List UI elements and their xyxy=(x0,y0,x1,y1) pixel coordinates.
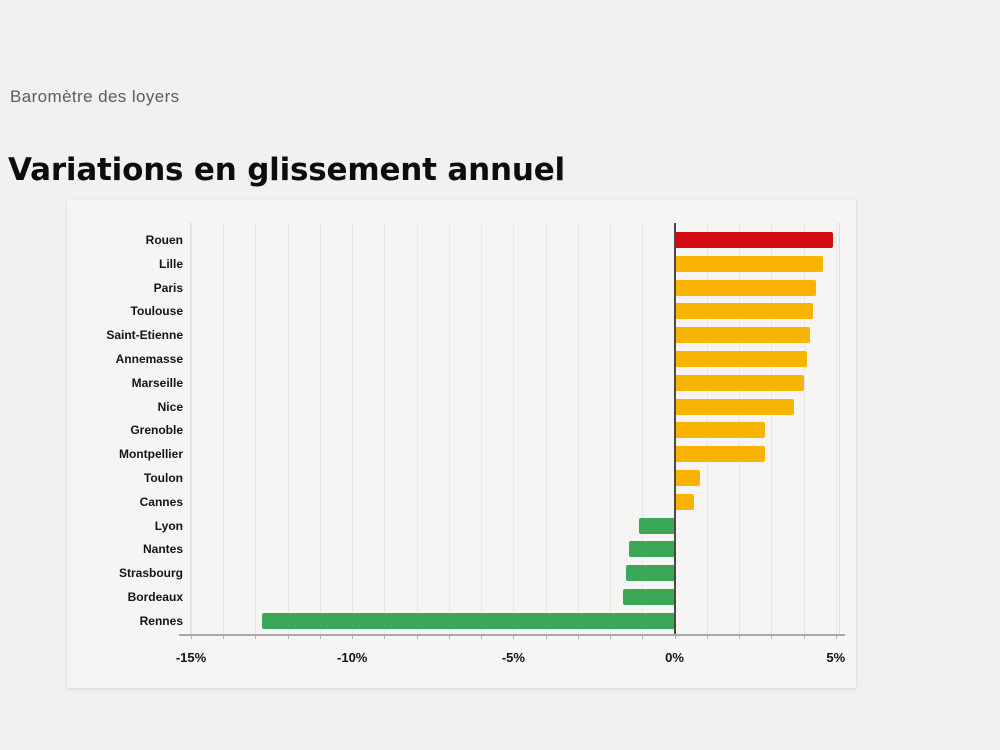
category-label-paris: Paris xyxy=(153,280,183,295)
category-label-saint-etienne: Saint-Etienne xyxy=(106,328,183,343)
x-tick-label: 0% xyxy=(665,650,684,665)
gridline xyxy=(513,223,515,634)
chart-bar-cannes xyxy=(674,493,694,510)
gridline xyxy=(287,223,289,634)
category-label-strasbourg: Strasbourg xyxy=(118,566,183,581)
chart-bar-paris xyxy=(674,279,817,296)
category-label-montpellier: Montpellier xyxy=(118,447,183,462)
gridline xyxy=(223,223,225,634)
gridline xyxy=(610,223,612,634)
gridline xyxy=(835,223,837,634)
x-tick-label: -5% xyxy=(501,650,525,665)
chart-bar-saint-etienne xyxy=(674,327,810,344)
gridline xyxy=(642,223,644,634)
category-label-marseille: Marseille xyxy=(131,375,183,390)
gridline xyxy=(448,223,450,634)
x-tick-mark xyxy=(513,634,515,639)
chart-bar-montpellier xyxy=(674,446,765,463)
chart-bar-nice xyxy=(674,398,794,415)
x-tick-mark xyxy=(739,634,741,639)
gridline xyxy=(191,223,192,634)
chart-bar-bordeaux xyxy=(623,589,675,605)
chart-bar-toulon xyxy=(674,470,701,486)
x-tick-mark xyxy=(352,634,354,639)
chart-bar-strasbourg xyxy=(626,565,675,582)
category-label-annemasse: Annemasse xyxy=(115,352,183,366)
x-tick-mark xyxy=(610,634,612,639)
x-tick-mark xyxy=(577,634,579,639)
x-tick-mark xyxy=(448,634,450,639)
gridline xyxy=(481,223,483,634)
category-label-nice: Nice xyxy=(157,399,183,414)
x-tick-mark xyxy=(287,634,289,639)
gridline xyxy=(771,223,773,634)
chart-bar-rouen xyxy=(674,232,833,248)
chart-bar-nantes xyxy=(629,541,675,558)
chart-kicker: Baromètre des loyers xyxy=(10,87,180,106)
gridline xyxy=(803,223,805,634)
x-axis-line xyxy=(179,634,845,636)
gridline xyxy=(255,223,257,634)
chart-bar-lyon xyxy=(639,517,675,534)
chart-bar-annemasse xyxy=(674,351,807,367)
category-label-toulouse: Toulouse xyxy=(130,304,183,319)
x-tick-mark xyxy=(771,634,773,639)
gridline xyxy=(577,223,579,634)
chart-bar-grenoble xyxy=(674,422,765,439)
category-label-lille: Lille xyxy=(158,256,183,271)
category-label-bordeaux: Bordeaux xyxy=(127,590,183,604)
category-label-lyon: Lyon xyxy=(154,518,183,533)
gridline xyxy=(545,223,547,634)
gridline xyxy=(416,223,418,634)
chart-bar-marseille xyxy=(674,374,804,391)
x-tick-mark xyxy=(191,634,192,639)
category-label-grenoble: Grenoble xyxy=(130,423,183,438)
x-tick-mark xyxy=(416,634,418,639)
x-tick-mark xyxy=(223,634,225,639)
x-tick-mark xyxy=(642,634,644,639)
x-tick-mark xyxy=(255,634,257,639)
x-tick-mark xyxy=(803,634,805,639)
x-tick-mark xyxy=(674,634,676,639)
chart-bar-rennes xyxy=(261,612,675,629)
x-tick-label: 5% xyxy=(826,650,846,665)
x-tick-mark xyxy=(481,634,483,639)
category-labels: Rouen Lille Paris Toulouse Saint-Etienne Anne… xyxy=(67,223,190,634)
x-tick-label: -10% xyxy=(337,650,368,665)
x-tick-label: -15% xyxy=(175,650,207,665)
gridline xyxy=(384,223,386,634)
gridline xyxy=(352,223,354,634)
category-label-rouen: Rouen xyxy=(145,233,183,247)
plot-area: -15% -10% -5% 0% 5% xyxy=(176,223,845,665)
x-tick-mark xyxy=(545,634,547,639)
category-label-cannes: Cannes xyxy=(139,494,183,509)
x-tick-mark xyxy=(706,634,708,639)
x-tick-mark xyxy=(835,634,837,639)
chart-bar-lille xyxy=(674,255,823,272)
category-label-rennes: Rennes xyxy=(139,613,183,628)
page-title: Variations en glissement annuel xyxy=(8,151,565,188)
category-label-nantes: Nantes xyxy=(142,542,183,557)
zero-line xyxy=(673,223,676,636)
x-tick-mark xyxy=(384,634,386,639)
chart-bar-toulouse xyxy=(674,303,814,320)
x-tick-mark xyxy=(319,634,321,639)
chart-card: Rouen Lille Paris Toulouse Saint-Etienne Anne… xyxy=(67,200,856,688)
gridline xyxy=(319,223,321,634)
category-label-toulon: Toulon xyxy=(143,471,183,485)
